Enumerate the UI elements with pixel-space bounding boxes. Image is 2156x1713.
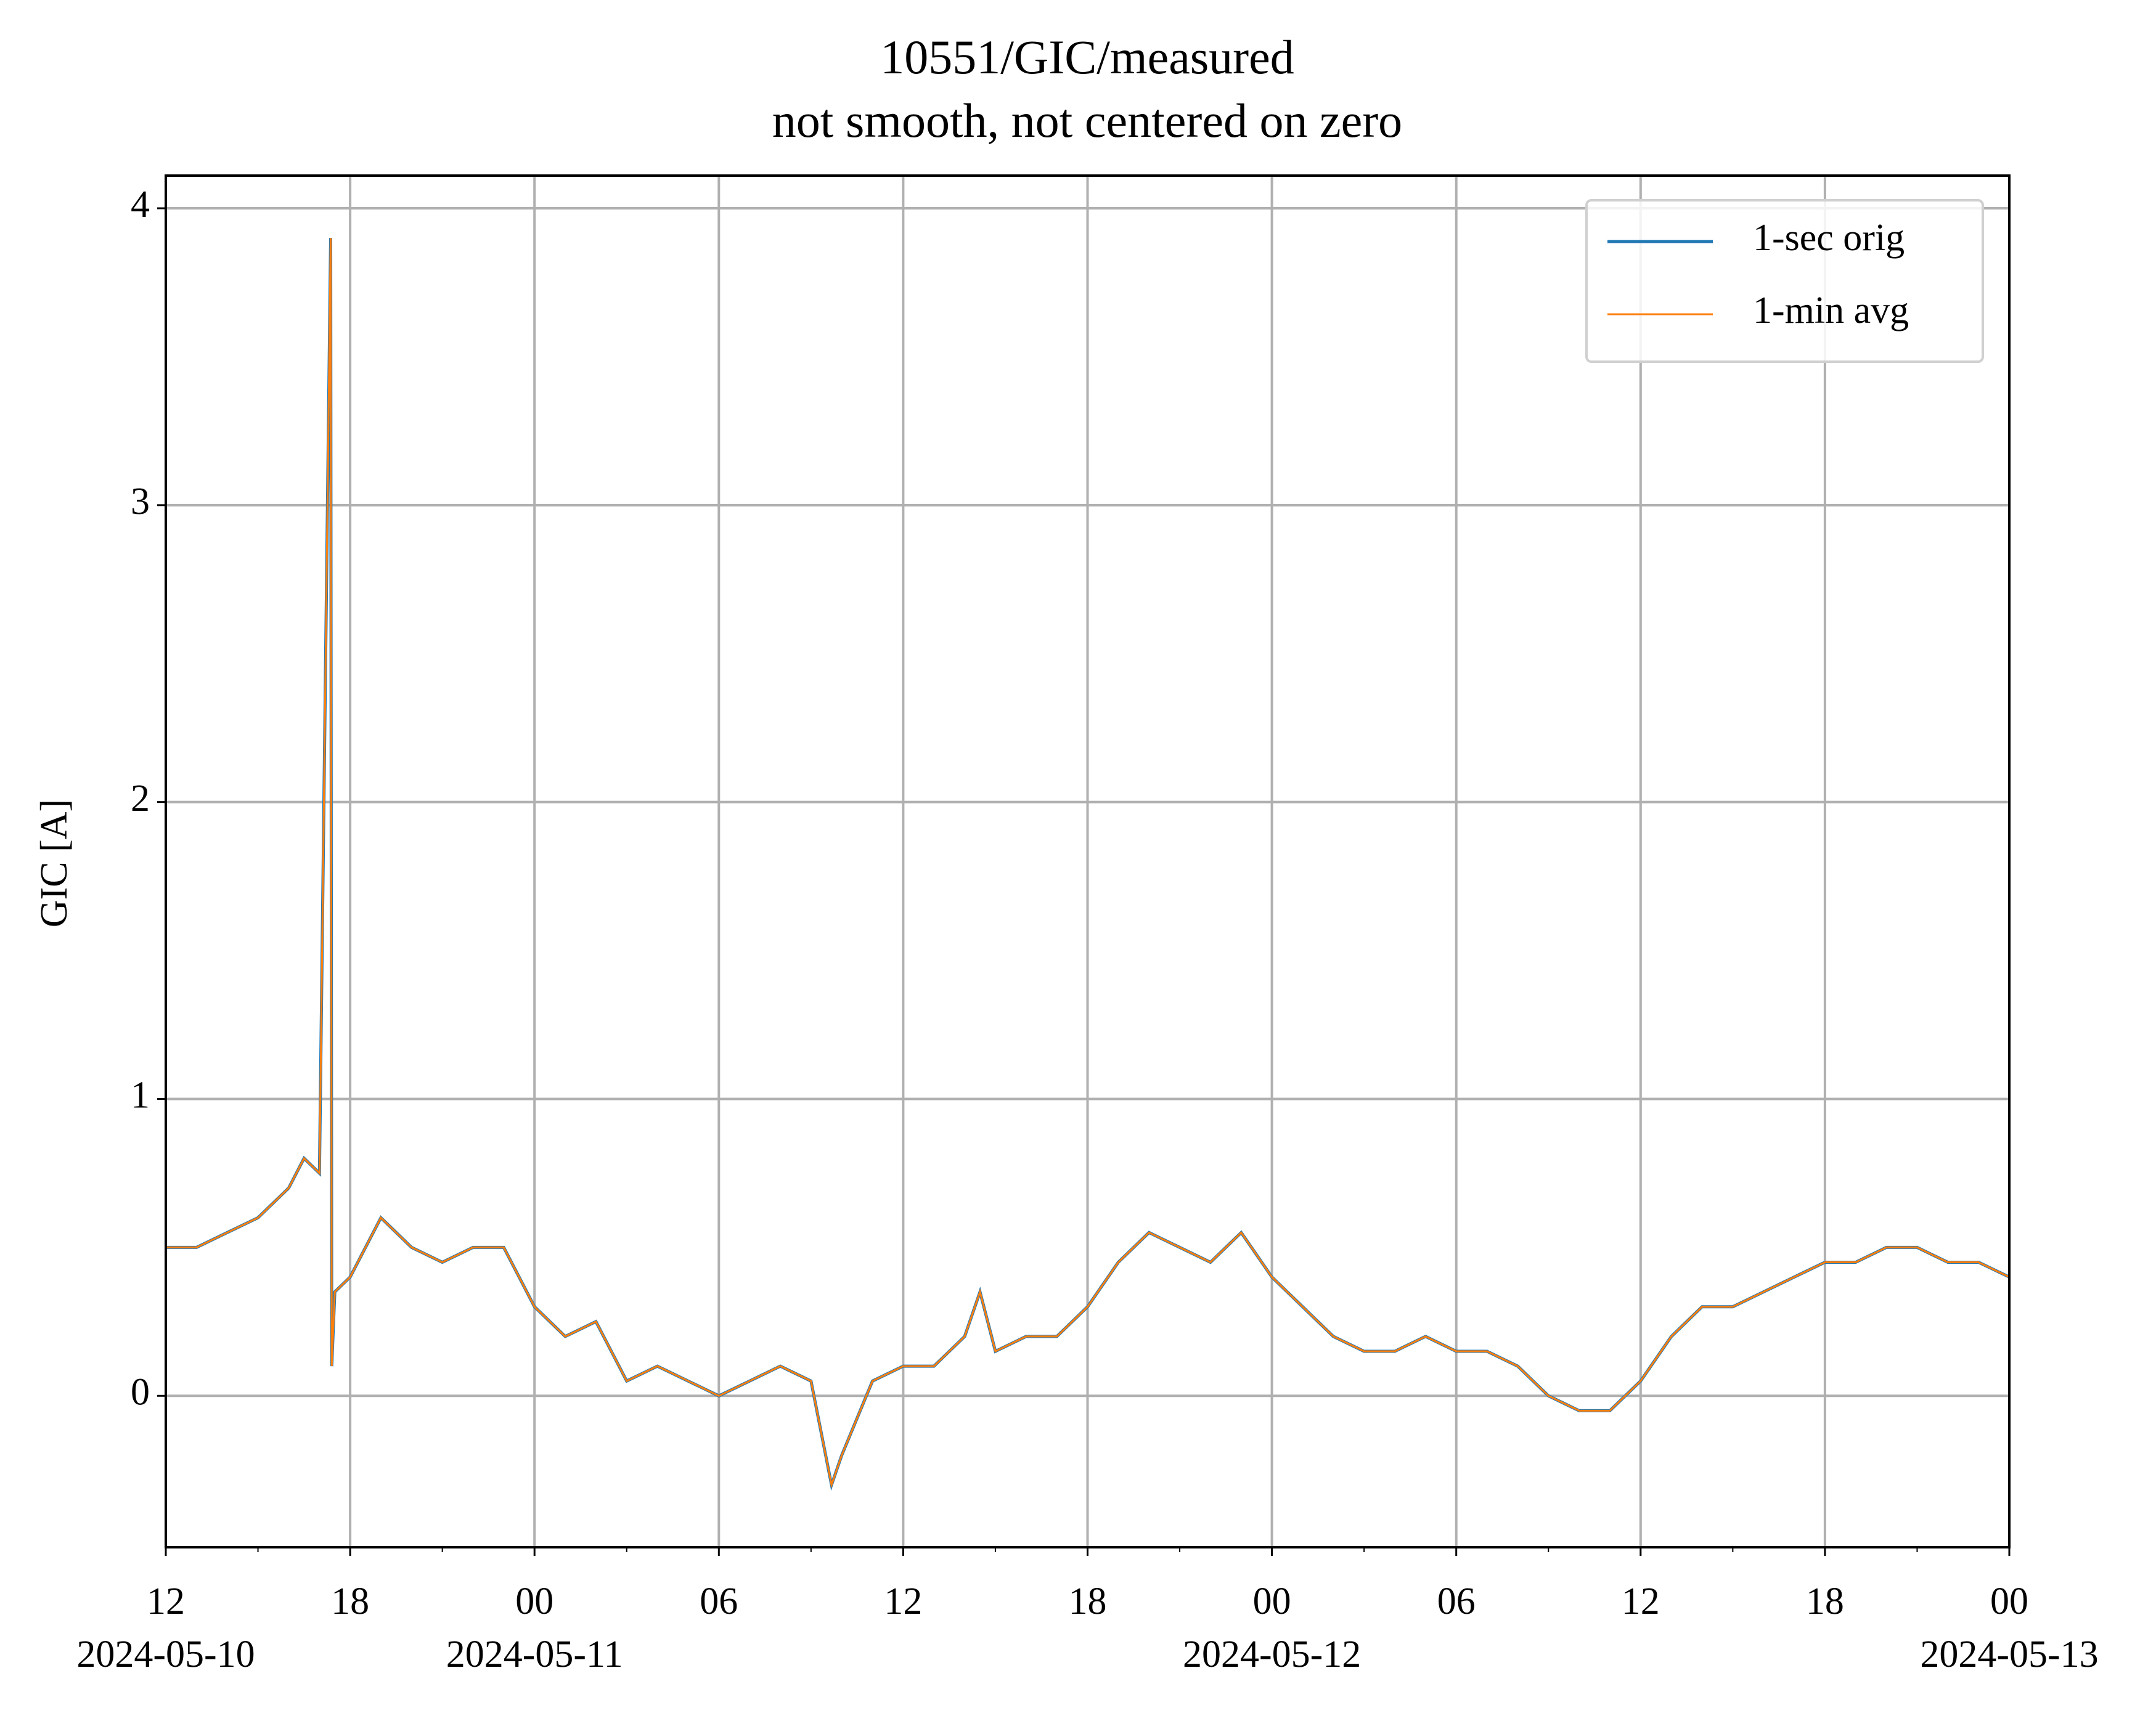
x-tick-label: 12: [1622, 1581, 1660, 1622]
x-tick-label: 18: [1069, 1581, 1107, 1622]
x-tick-label: 18: [331, 1581, 369, 1622]
chart-title: 10551/GIC/measured: [880, 30, 1294, 84]
x-tick-label: 00: [515, 1581, 553, 1622]
plot-frame: [165, 174, 2011, 1548]
legend-label: 1-min avg: [1753, 290, 1909, 332]
series-line: [166, 238, 2010, 1489]
y-tick-label: 4: [131, 184, 150, 226]
x-tick-label: 00: [1990, 1581, 2028, 1622]
x-tick-date: 2024-05-10: [76, 1634, 255, 1675]
x-tick-date: 2024-05-11: [446, 1634, 623, 1675]
x-tick-label: 12: [147, 1581, 185, 1622]
x-tick-label: 06: [1437, 1581, 1476, 1622]
y-tick-label: 2: [131, 778, 150, 820]
y-tick-label: 0: [131, 1372, 150, 1414]
legend-label: 1-sec orig: [1753, 217, 1905, 259]
x-tick-label: 06: [700, 1581, 738, 1622]
y-tick-label: 3: [131, 481, 150, 523]
x-tick-label: 00: [1253, 1581, 1291, 1622]
x-tick-date: 2024-05-12: [1183, 1634, 1361, 1675]
y-axis-label: GIC [A]: [33, 799, 75, 927]
x-tick-date: 2024-05-13: [1920, 1634, 2098, 1675]
x-tick-label: 12: [884, 1581, 922, 1622]
y-tick-label: 1: [131, 1075, 150, 1117]
x-tick-label: 18: [1806, 1581, 1844, 1622]
chart-subtitle: not smooth, not centered on zero: [772, 94, 1402, 147]
